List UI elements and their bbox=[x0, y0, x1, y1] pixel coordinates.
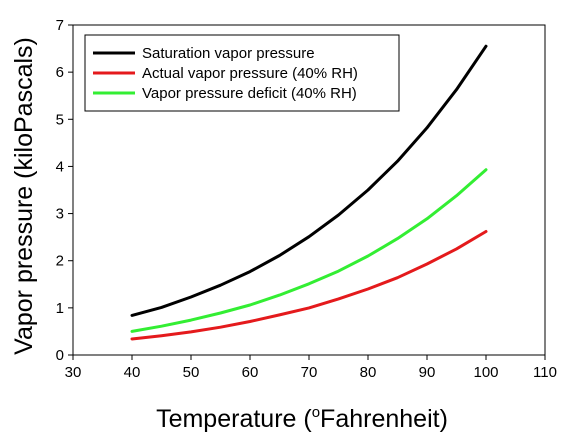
legend-label-2: Vapor pressure deficit (40% RH) bbox=[142, 85, 357, 102]
y-tick-label: 3 bbox=[56, 206, 64, 223]
series-line-0 bbox=[130, 44, 488, 317]
x-tick-label: 110 bbox=[533, 364, 557, 381]
y-tick-label: 7 bbox=[56, 17, 64, 34]
legend: Saturation vapor pressure Actual vapor pr… bbox=[84, 34, 400, 112]
x-tick-label: 50 bbox=[183, 364, 200, 381]
y-tick-label: 6 bbox=[56, 64, 64, 81]
y-axis: 0 1 2 3 4 5 6 7 bbox=[56, 17, 73, 364]
x-tick-label: 70 bbox=[301, 364, 318, 381]
legend-label-0: Saturation vapor pressure bbox=[142, 45, 315, 62]
legend-label-1: Actual vapor pressure (40% RH) bbox=[142, 65, 358, 82]
x-tick-label: 40 bbox=[124, 364, 141, 381]
y-axis-title: Vapor pressure (kiloPascals) bbox=[10, 37, 38, 355]
x-tick-label: 90 bbox=[419, 364, 436, 381]
series-line-1 bbox=[130, 230, 488, 341]
y-tick-label: 0 bbox=[56, 347, 64, 364]
y-tick-label: 2 bbox=[56, 253, 64, 270]
x-tick-label: 100 bbox=[473, 364, 498, 381]
y-tick-label: 4 bbox=[56, 158, 64, 175]
x-axis: 30 40 50 60 70 80 90 100 110 bbox=[65, 355, 557, 381]
legend-box bbox=[84, 34, 400, 112]
y-tick-label: 5 bbox=[56, 111, 64, 128]
x-axis-title: Temperature (oFahrenheit) bbox=[156, 404, 448, 433]
y-tick-label: 1 bbox=[56, 300, 64, 317]
series-lines bbox=[130, 44, 488, 341]
x-tick-label: 60 bbox=[242, 364, 259, 381]
x-tick-label: 30 bbox=[65, 364, 82, 381]
series-line-2 bbox=[130, 168, 488, 333]
x-tick-label: 80 bbox=[360, 364, 377, 381]
